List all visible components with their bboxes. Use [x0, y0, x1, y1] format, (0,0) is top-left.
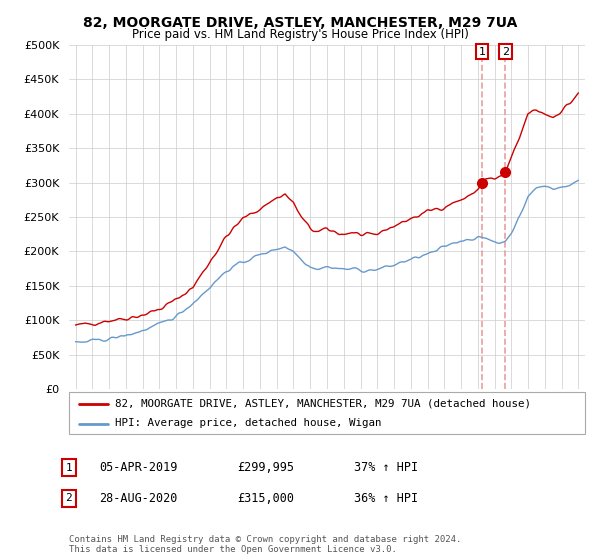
Text: 37% ↑ HPI: 37% ↑ HPI — [354, 461, 418, 474]
Text: 1: 1 — [65, 463, 73, 473]
Text: 1: 1 — [479, 46, 485, 57]
Text: £315,000: £315,000 — [237, 492, 294, 505]
Text: 82, MOORGATE DRIVE, ASTLEY, MANCHESTER, M29 7UA (detached house): 82, MOORGATE DRIVE, ASTLEY, MANCHESTER, … — [115, 399, 532, 409]
Text: 36% ↑ HPI: 36% ↑ HPI — [354, 492, 418, 505]
Text: £299,995: £299,995 — [237, 461, 294, 474]
Text: 82, MOORGATE DRIVE, ASTLEY, MANCHESTER, M29 7UA: 82, MOORGATE DRIVE, ASTLEY, MANCHESTER, … — [83, 16, 517, 30]
Text: 2: 2 — [502, 46, 509, 57]
Text: Price paid vs. HM Land Registry's House Price Index (HPI): Price paid vs. HM Land Registry's House … — [131, 28, 469, 41]
Text: 28-AUG-2020: 28-AUG-2020 — [99, 492, 178, 505]
Text: 2: 2 — [65, 493, 73, 503]
Text: HPI: Average price, detached house, Wigan: HPI: Average price, detached house, Wiga… — [115, 418, 382, 428]
Text: Contains HM Land Registry data © Crown copyright and database right 2024.
This d: Contains HM Land Registry data © Crown c… — [69, 535, 461, 554]
Text: 05-APR-2019: 05-APR-2019 — [99, 461, 178, 474]
